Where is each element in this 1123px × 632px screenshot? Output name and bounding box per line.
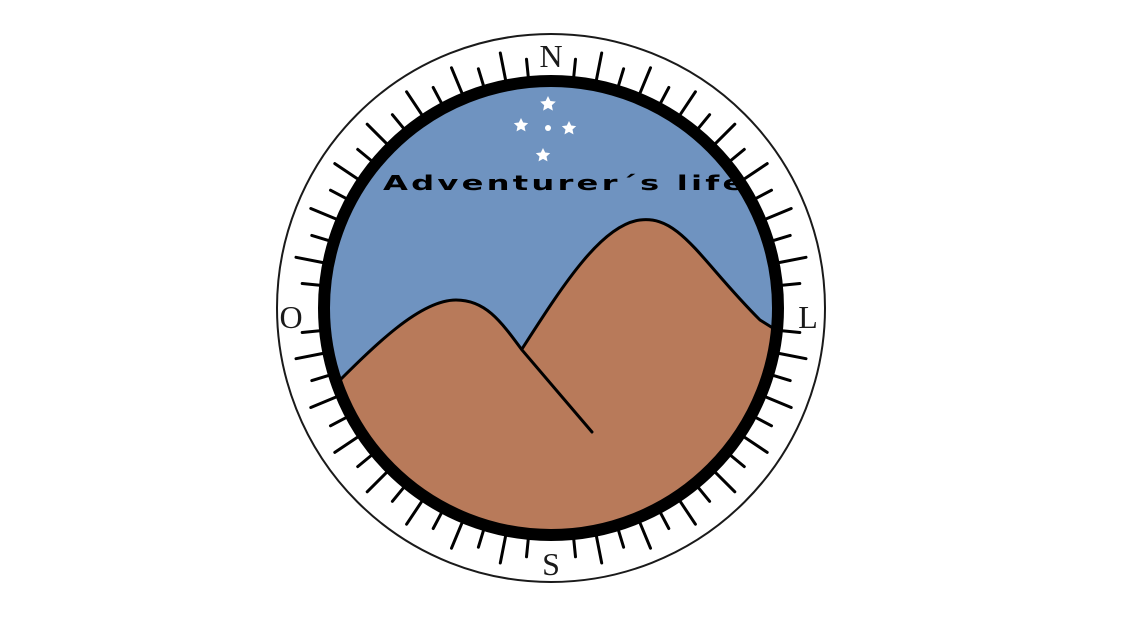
compass-tick: [498, 51, 508, 83]
compass-tick: [753, 415, 773, 428]
compass-tick: [770, 233, 792, 243]
compass-tick: [450, 519, 465, 550]
compass-tick: [572, 536, 577, 559]
compass-tick: [741, 162, 769, 182]
compass-tick: [616, 67, 626, 89]
compass-tick: [390, 113, 406, 131]
compass-tick: [300, 329, 323, 334]
compass-tick: [329, 415, 349, 428]
compass-tick: [677, 90, 697, 118]
star-dot: [545, 125, 551, 131]
mountain-left-outline: [328, 298, 594, 434]
compass-tick: [658, 86, 671, 106]
compass-tick: [728, 147, 746, 163]
compass-tick: [762, 394, 793, 409]
outer-ring: [276, 33, 826, 583]
star-icon: [561, 121, 577, 135]
north-label: N: [539, 38, 562, 74]
compass-tick: [309, 207, 340, 222]
inner-ring: [318, 75, 784, 541]
compass-tick: [779, 329, 802, 334]
star-icon: [513, 118, 529, 132]
compass-tick: [476, 527, 486, 549]
compass-tick: [356, 453, 374, 469]
compass-tick: [594, 51, 604, 83]
logo-title: Adventurer´s life.: [383, 171, 763, 195]
compass-tick: [779, 282, 802, 287]
compass-tick: [294, 255, 326, 265]
star-icon: [540, 96, 556, 111]
compass-tick: [677, 498, 697, 526]
compass-tick: [309, 394, 340, 409]
star-cluster: [513, 96, 577, 162]
compass-tick: [637, 66, 652, 97]
compass-tick: [329, 188, 349, 201]
compass-tick: [770, 373, 792, 383]
compass-tick: [390, 485, 406, 503]
compass-ticks: [294, 51, 808, 565]
compass-tick: [728, 453, 746, 469]
compass-tick: [431, 510, 444, 530]
star-icon: [535, 148, 551, 162]
compass-tick: [616, 527, 626, 549]
compass-tick: [476, 67, 486, 89]
compass-tick: [405, 90, 425, 118]
compass-tick: [365, 122, 390, 147]
compass-tick: [637, 519, 652, 550]
compass-tick: [431, 86, 444, 106]
compass-tick: [333, 162, 361, 182]
compass-tick: [450, 66, 465, 97]
compass-tick: [405, 498, 425, 526]
compass-tick: [776, 351, 808, 361]
compass-tick: [776, 255, 808, 265]
compass-tick: [594, 533, 604, 565]
compass-tick: [696, 113, 712, 131]
compass-tick: [712, 469, 737, 494]
compass-tick: [294, 351, 326, 361]
compass-tick: [525, 536, 530, 559]
compass-tick: [356, 147, 374, 163]
compass-tick: [310, 373, 332, 383]
compass-tick: [310, 233, 332, 243]
compass-tick: [762, 207, 793, 222]
compass-tick: [333, 434, 361, 454]
compass-tick: [658, 510, 671, 530]
east-label: L: [798, 299, 818, 335]
south-label: S: [542, 546, 560, 582]
compass-tick: [712, 122, 737, 147]
compass-tick: [741, 434, 769, 454]
compass-tick: [753, 188, 773, 201]
compass-tick: [300, 282, 323, 287]
compass-tick: [525, 57, 530, 80]
compass-tick: [572, 57, 577, 80]
compass-tick: [696, 485, 712, 503]
compass-tick: [365, 469, 390, 494]
compass-tick: [498, 533, 508, 565]
west-label: O: [279, 299, 302, 335]
